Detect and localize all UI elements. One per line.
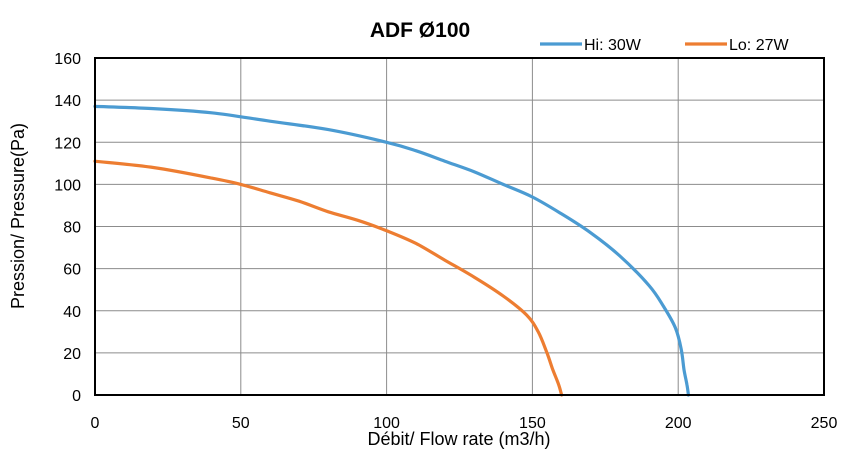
y-axis-label: Pression/ Pressure(Pa) xyxy=(8,123,28,309)
chart-title: ADF Ø100 xyxy=(370,19,470,42)
y-tick-label: 80 xyxy=(63,220,81,237)
y-tick-label: 140 xyxy=(54,93,81,110)
x-tick-label: 200 xyxy=(665,415,692,432)
y-tick-label: 40 xyxy=(63,304,81,321)
x-tick-label: 50 xyxy=(232,415,250,432)
legend-label: Lo: 27W xyxy=(729,37,789,54)
x-tick-label: 0 xyxy=(91,415,100,432)
y-tick-label: 60 xyxy=(63,262,81,279)
legend-label: Hi: 30W xyxy=(584,37,642,54)
x-axis-label: Débit/ Flow rate (m3/h) xyxy=(367,429,550,449)
y-tick-label: 100 xyxy=(54,177,81,194)
legend: Hi: 30W Lo: 27W xyxy=(540,37,789,54)
series-lines xyxy=(93,104,690,397)
x-tick-label: 100 xyxy=(373,415,400,432)
y-tick-label: 160 xyxy=(54,51,81,68)
series-line xyxy=(93,159,564,397)
y-tick-label: 20 xyxy=(63,346,81,363)
y-tick-label: 120 xyxy=(54,135,81,152)
x-tick-label: 150 xyxy=(519,415,546,432)
tick-labels: 0 50 100 150 200 250 0 20 40 60 80 100 120 140 160 xyxy=(54,51,837,432)
y-tick-label: 0 xyxy=(72,388,81,405)
x-tick-label: 250 xyxy=(811,415,838,432)
plot-frame xyxy=(94,57,825,396)
gridlines xyxy=(95,58,824,395)
series-line xyxy=(93,104,690,397)
